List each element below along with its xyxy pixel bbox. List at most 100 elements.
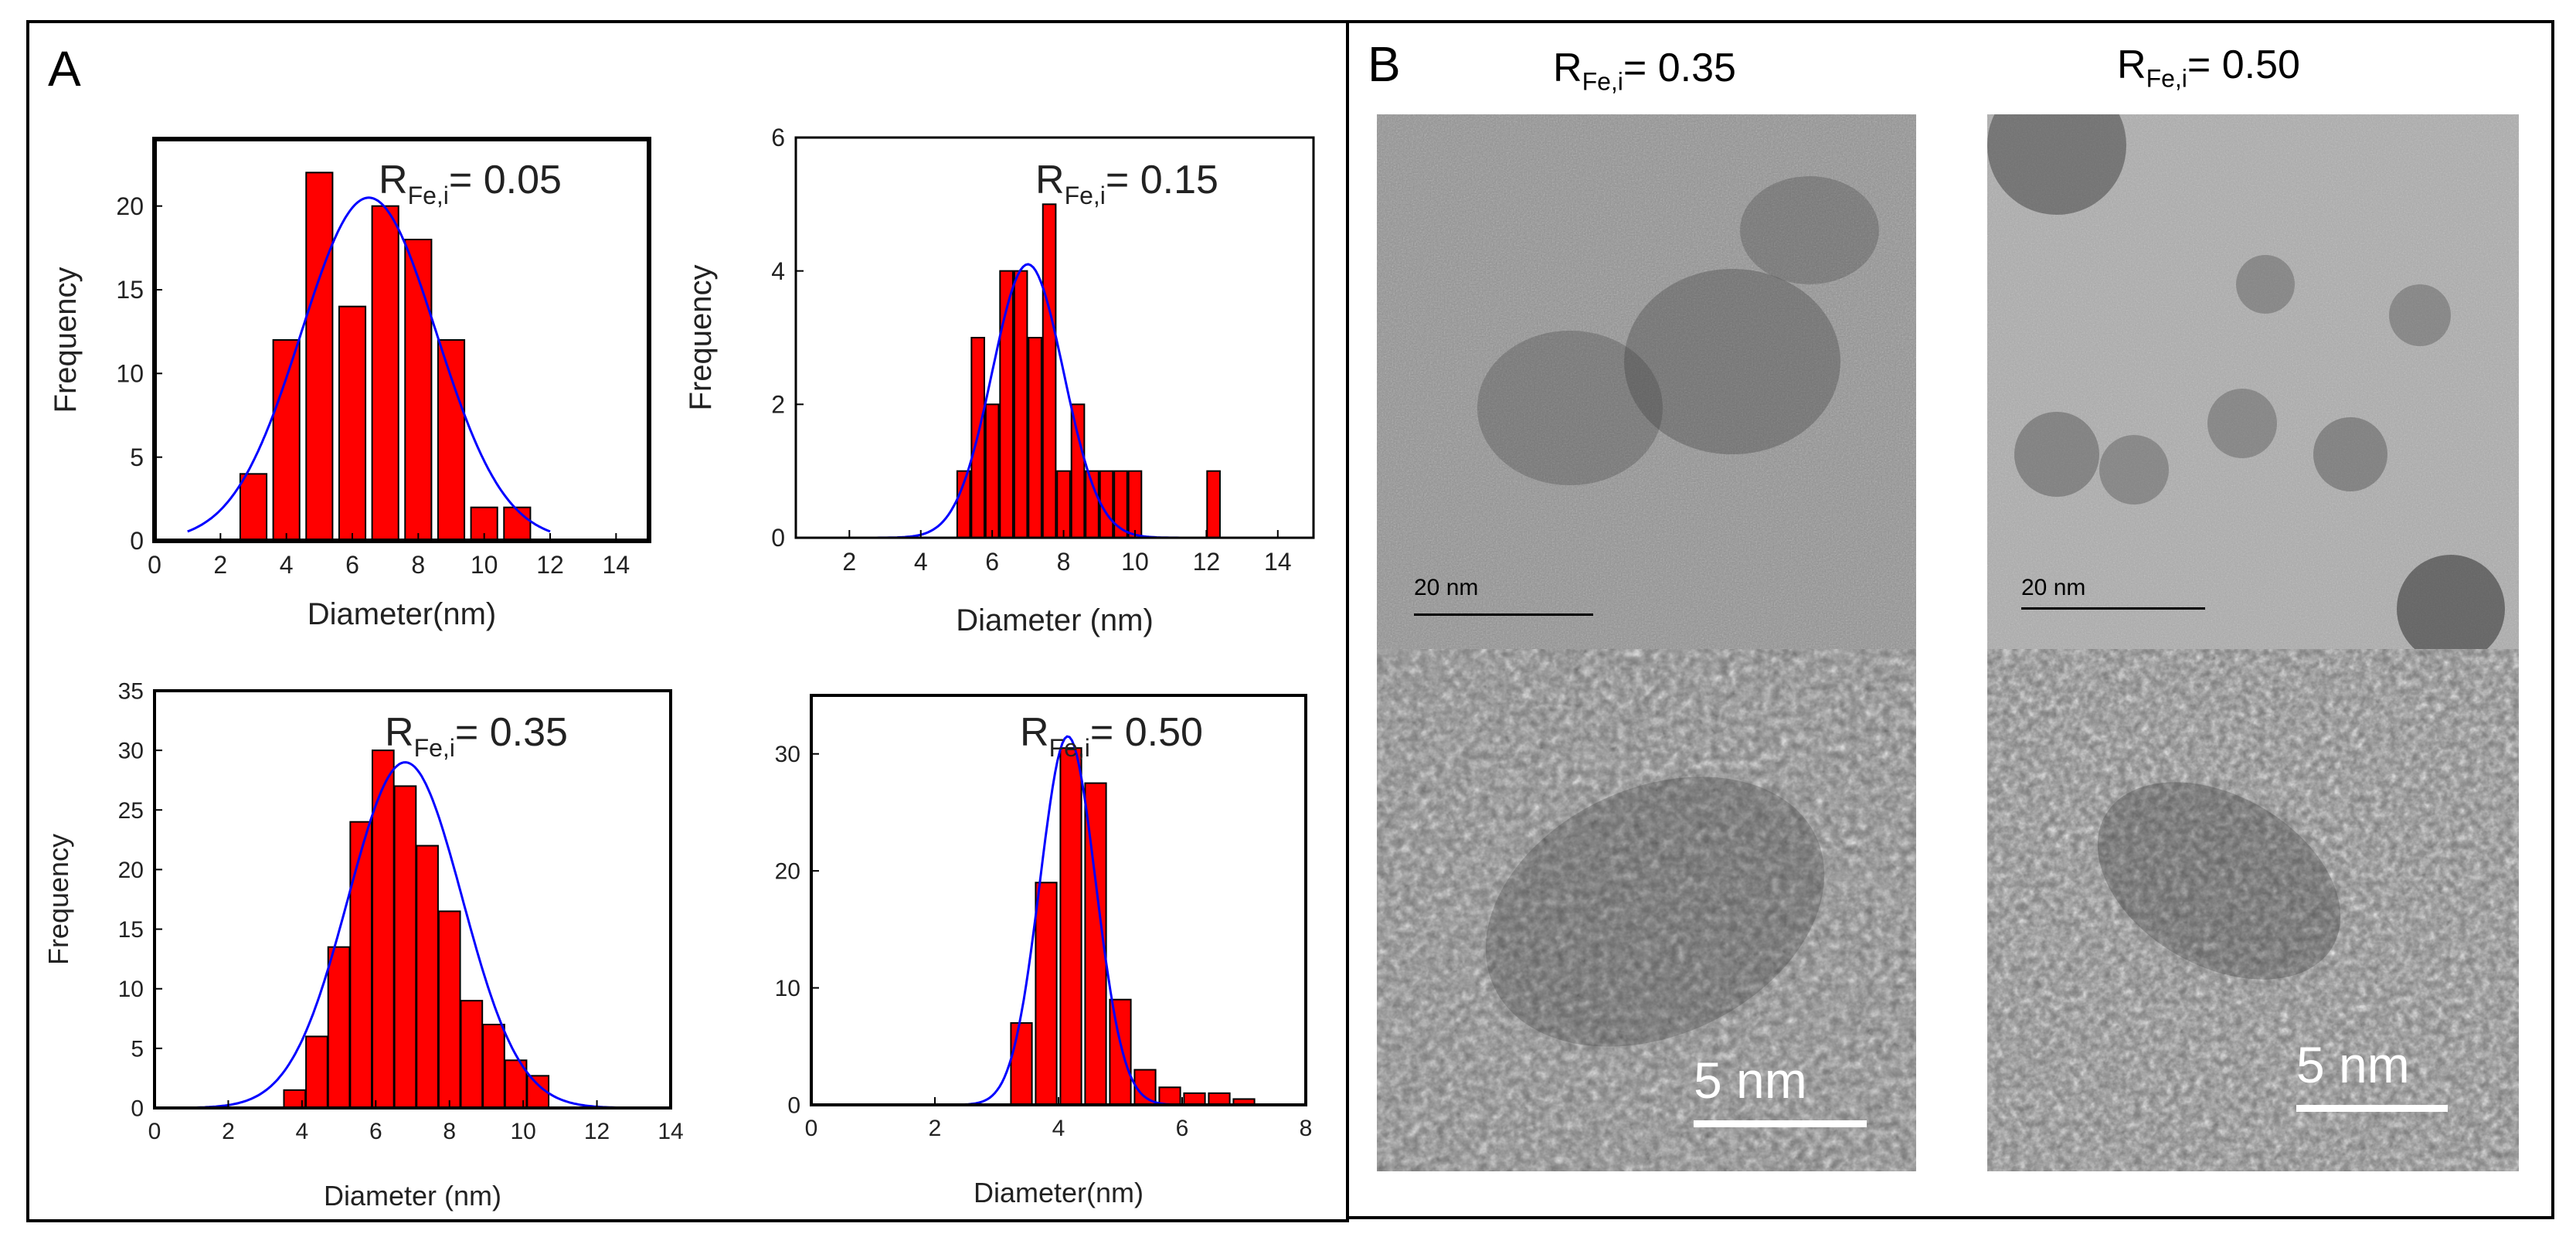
histogram-bar [460,1000,484,1109]
histogram-bar [1059,747,1082,1106]
histogram-bar [338,305,367,542]
histogram-bar [437,339,466,542]
x-tick-label: 2 [213,551,227,579]
x-tick-label: 8 [1057,548,1071,576]
ratio-subscript: Fe,i [408,182,449,209]
x-tick-label: 0 [148,551,161,579]
histogram-bar [239,473,268,542]
histogram-bar [482,1024,505,1109]
tem-image-low-mag-0-50: 20 nm [1987,114,2519,649]
y-tick-label: 6 [771,124,785,151]
histogram-bar [1070,403,1086,539]
y-tick-label: 20 [116,192,144,220]
gaussian-fit-line [187,196,551,533]
ratio-subscript: Fe,i [1049,734,1090,762]
chart-svg: 0 2 4 6 8 10 12 14 0 5 10 15 20 Diameter(nm) Frequency… [49,137,651,631]
y-tick-label: 10 [118,977,144,1002]
ratio-annotation: RFe,i= 0.05 [379,158,562,209]
x-tick-label: 10 [471,551,498,579]
tem-image-low-mag-0-35: 20 nm [1377,114,1916,649]
histogram-bar [984,403,1000,539]
x-axis-label: Diameter(nm) [308,597,496,631]
scale-label-5nm-left: 5 nm [1694,1052,1807,1109]
plot-frame [153,689,672,1110]
y-tick-label: 20 [118,858,144,883]
ratio-value: = 0.05 [449,158,562,202]
chart-svg: 0 2 4 6 8 10 12 14 0 5 10 15 20 25 30 35 Diameter (nm) Fr… [42,679,684,1212]
y-tick-label: 0 [130,527,144,555]
x-tick-label: 14 [658,1119,683,1144]
histogram-chart-rfe-0-50: 0 2 4 6 8 0 10 20 30 Diameter(nm) RFe,i= 0.50 [695,664,1344,1221]
x-tick-label: 4 [1052,1116,1065,1141]
tem-image-hr-0-35: 5 nm [1377,649,1916,1171]
plot-frame [152,137,651,543]
x-tick-label: 12 [584,1119,610,1144]
histogram-bar [1206,470,1221,539]
ratio-prefix: R [1020,710,1049,755]
x-axis-label: Diameter(nm) [974,1177,1144,1208]
ratio-subscript: Fe,i [414,734,455,762]
x-tick-label: 6 [345,551,359,579]
x-tick-label: 2 [222,1119,235,1144]
y-tick-label: 15 [118,917,144,943]
x-tick-label: 0 [148,1119,161,1144]
scale-label-5nm-right: 5 nm [2296,1036,2410,1093]
x-tick-label: 12 [536,551,564,579]
scale-bar-5nm-right [2296,1105,2448,1112]
tem-title-right: RFe,i= 0.50 [2117,42,2300,93]
x-tick-label: 4 [280,551,294,579]
ratio-annotation: RFe,i= 0.50 [1020,710,1203,762]
y-tick-label: 5 [130,443,144,471]
ratio-subscript: Fe,i [1065,182,1106,209]
x-tick-label: 14 [603,551,630,579]
y-tick-label: 10 [116,360,144,388]
histogram-chart-rfe-0-35: 0 2 4 6 8 10 12 14 0 5 10 15 20 25 30 35 Diameter (nm) Fr… [39,664,695,1221]
x-tick-label: 8 [443,1119,456,1144]
ratio-value: = 0.50 [1090,710,1203,755]
y-tick-label: 5 [131,1036,144,1062]
histogram-bar [327,946,351,1110]
scale-label-20nm-right: 20 nm [2021,575,2086,600]
x-axis-label: Diameter (nm) [956,603,1154,637]
panel-a-label: A [48,41,81,97]
gaussian-fit-line [191,761,634,1110]
scale-label-20nm-left: 20 nm [1414,575,1479,600]
tem-title-left: RFe,i= 0.35 [1553,45,1736,96]
x-tick-label: 4 [914,548,928,576]
histogram-bar [1035,882,1058,1106]
tem-title-left-value: = 0.35 [1623,46,1736,90]
histogram-bar [416,844,439,1109]
y-tick-label: 0 [771,524,785,552]
y-axis-label: Frequency [684,265,718,411]
histogram-bar [1109,998,1132,1106]
ratio-prefix: R [385,710,414,755]
ratio-prefix: R [1035,158,1065,202]
histogram-bar [1127,470,1143,539]
y-tick-label: 15 [116,276,144,304]
scale-bar-5nm-left [1694,1120,1867,1127]
x-tick-label: 12 [1193,548,1221,576]
tem-texture [1987,649,2519,1171]
x-tick-label: 6 [369,1119,382,1144]
tem-texture [1377,649,1916,1171]
histogram-bar [437,910,461,1109]
histogram-bar [272,339,301,542]
x-tick-label: 6 [1176,1116,1189,1141]
y-tick-label: 20 [775,859,800,885]
panel-b-label: B [1368,36,1401,92]
histogram-bar [1042,203,1057,539]
tem-title-left-prefix: R [1553,46,1582,90]
histogram-bar [1028,337,1042,539]
ratio-value: = 0.35 [455,710,568,755]
histogram-bar [1010,1022,1033,1106]
histogram-bar [371,205,399,542]
x-tick-label: 0 [805,1116,818,1141]
y-tick-label: 25 [118,798,144,824]
histogram-bar [1056,470,1071,539]
scale-bar-20nm-left [1414,613,1593,616]
tem-title-right-sub: Fe,i [2146,64,2187,93]
x-tick-label: 2 [842,548,856,576]
x-tick-label: 14 [1264,548,1292,576]
histogram-bar [1158,1086,1181,1106]
x-tick-label: 4 [296,1119,309,1144]
